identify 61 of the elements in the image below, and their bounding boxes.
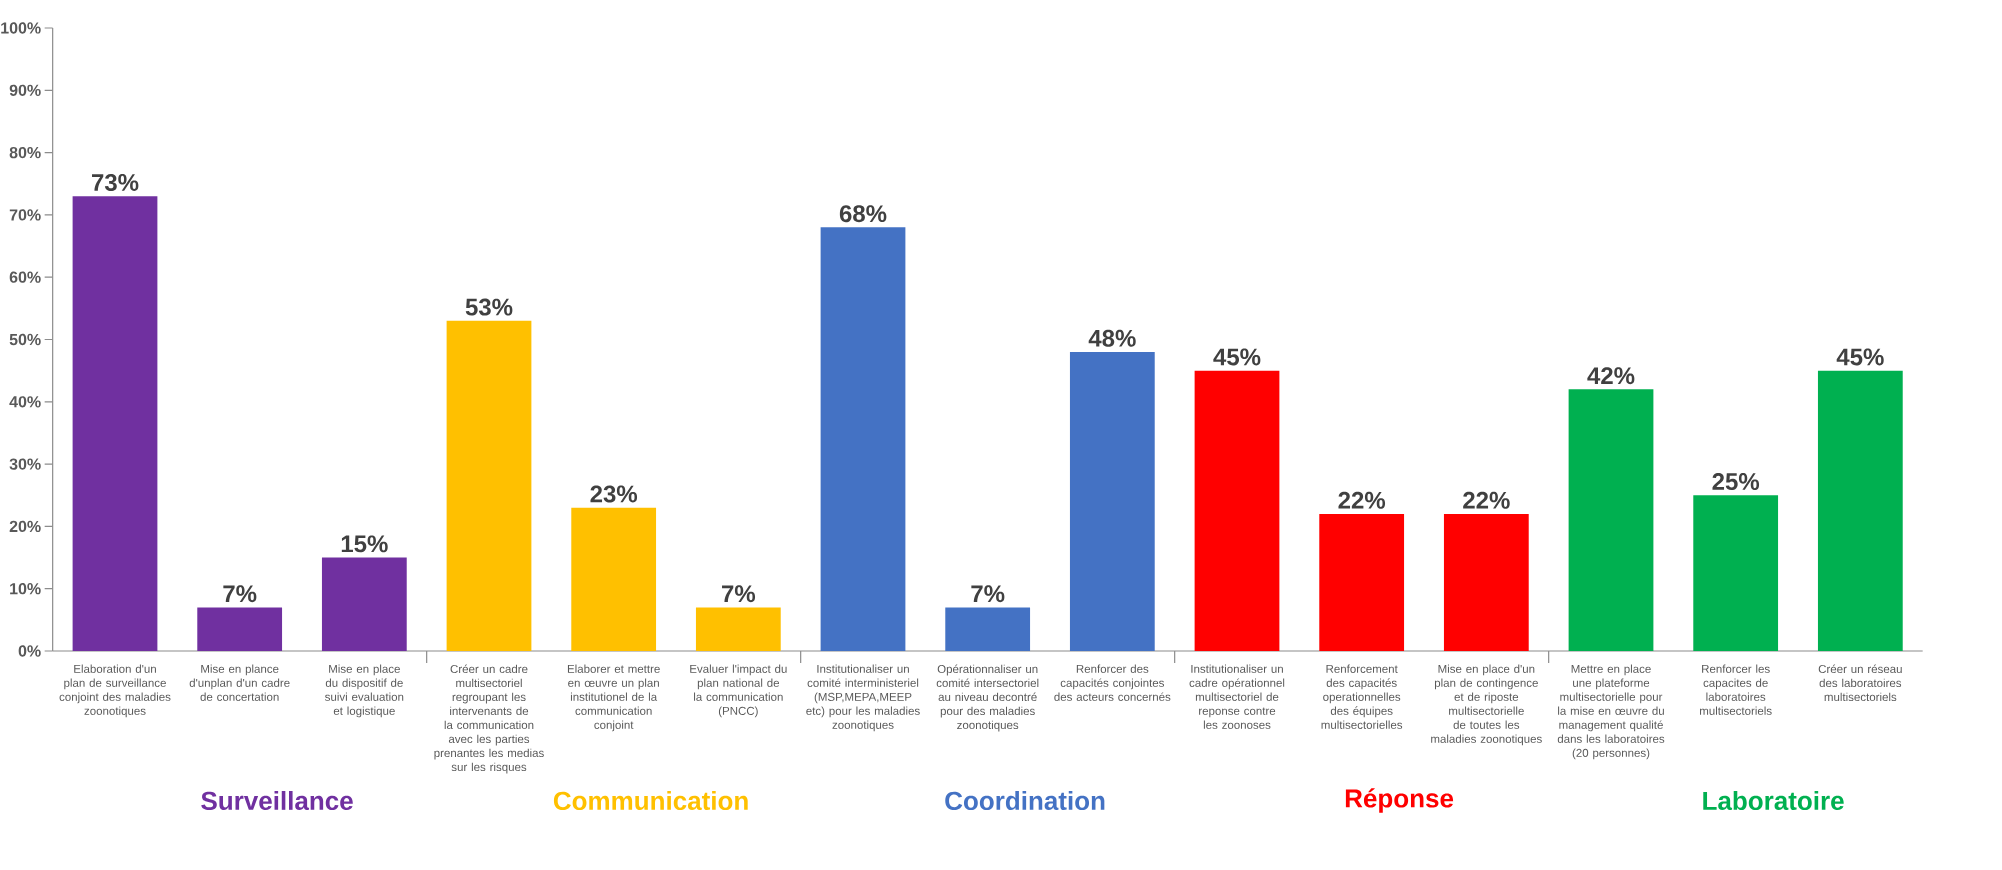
- y-tick-label: 100%: [1, 22, 41, 34]
- y-tick-label: 80%: [9, 146, 41, 159]
- data-label: 73%: [92, 173, 139, 191]
- x-tick-label: Mise en place du dispositif de suivi evaluation et logistique: [325, 664, 404, 718]
- y-tick-label: 70%: [9, 209, 41, 221]
- bar: [1443, 513, 1529, 651]
- x-tick-label: Elaboration d'un plan de surveillance conjoint des maladies zoonotiques: [59, 664, 171, 718]
- x-tick-label: Renforcer les capacites de laboratoires multisectoriels: [1700, 664, 1772, 715]
- x-tick-label: Créer un cadre multisectoriel regroupant les intervenants de la communication avec les parties prenantes les medias sur les risques: [434, 664, 544, 774]
- y-tick-label: 0%: [18, 645, 41, 657]
- data-label: 22%: [1463, 491, 1510, 509]
- x-tick-label: Mise en place d'un plan de contingence et de riposte multisectorielle de toutes les maladies zoonotiques: [1431, 664, 1542, 746]
- bar: [1069, 351, 1155, 651]
- x-tick-label: Evaluer l'impact du plan national de la communication (PNCC): [690, 664, 787, 718]
- data-label: 48%: [1088, 329, 1136, 347]
- data-label: 22%: [1338, 491, 1386, 509]
- x-tick-label: Mise en plance d'unplan d'un cadre de concertation: [189, 664, 290, 701]
- bar: [695, 607, 781, 651]
- text: Coordination: [945, 790, 1105, 811]
- x-tick-label: Mettre en place une plateforme multisectorielle pour la mise en œuvre du management qualité dans les laboratoires (20 personnes): [1557, 664, 1665, 760]
- x-tick-label: Renforcement des capacités operationnelles des équipes multisectorielles: [1321, 664, 1403, 729]
- bar: [1568, 389, 1654, 651]
- y-tick-label: 60%: [9, 271, 41, 283]
- bar: [571, 507, 657, 651]
- y-tick-label: 40%: [9, 396, 41, 408]
- y-tick-label: 10%: [10, 583, 41, 595]
- data-label: 7%: [971, 585, 1005, 603]
- data-label: 68%: [839, 205, 887, 223]
- x-tick-label: Institutionaliser un comité interministeriel (MSP,MEPA,MEEP etc) pour les maladies zoonotiques: [806, 664, 920, 732]
- x-tick-label: Opérationnaliser un comité intersectoriel au niveau decontré pour des maladies zoonotiques: [936, 664, 1039, 732]
- data-label: 25%: [1712, 473, 1760, 491]
- data-label: 7%: [722, 585, 756, 603]
- bar: [1319, 513, 1405, 651]
- text: Laboratoire: [1703, 790, 1844, 811]
- bar: [197, 607, 283, 651]
- x-tick-label: Renforcer des capacités conjointes des acteurs concernés: [1054, 664, 1171, 701]
- bar: [820, 227, 906, 651]
- data-label: 45%: [1836, 348, 1884, 366]
- text: Communication: [553, 790, 748, 811]
- data-label: 7%: [223, 585, 257, 603]
- data-label: 42%: [1587, 367, 1635, 385]
- bar: [1817, 370, 1903, 651]
- bar: [72, 196, 158, 651]
- data-label: 15%: [341, 535, 388, 553]
- x-tick-label: Institutionaliser un cadre opérationnel multisectoriel de reponse contre les zoonoses: [1189, 664, 1285, 729]
- bar: [321, 557, 407, 651]
- y-tick-label: 30%: [9, 458, 41, 470]
- data-label: 45%: [1213, 348, 1261, 366]
- x-tick-label: Créer un réseau des laboratoires multisectoriels: [1818, 664, 1902, 702]
- bar: [446, 320, 532, 651]
- y-tick-label: 90%: [9, 84, 41, 96]
- x-tick-label: Elaborer et mettre en œuvre un plan institutionel de la communication conjoint: [567, 664, 660, 732]
- data-label: 53%: [465, 298, 513, 316]
- y-tick-label: 50%: [9, 333, 41, 346]
- text: Surveillance: [201, 790, 353, 811]
- y-tick-label: 20%: [9, 520, 41, 533]
- bar: [1693, 495, 1779, 651]
- bar: [1194, 370, 1280, 651]
- text: Réponse: [1345, 788, 1454, 813]
- data-label: 23%: [590, 485, 638, 503]
- bar: [945, 607, 1031, 651]
